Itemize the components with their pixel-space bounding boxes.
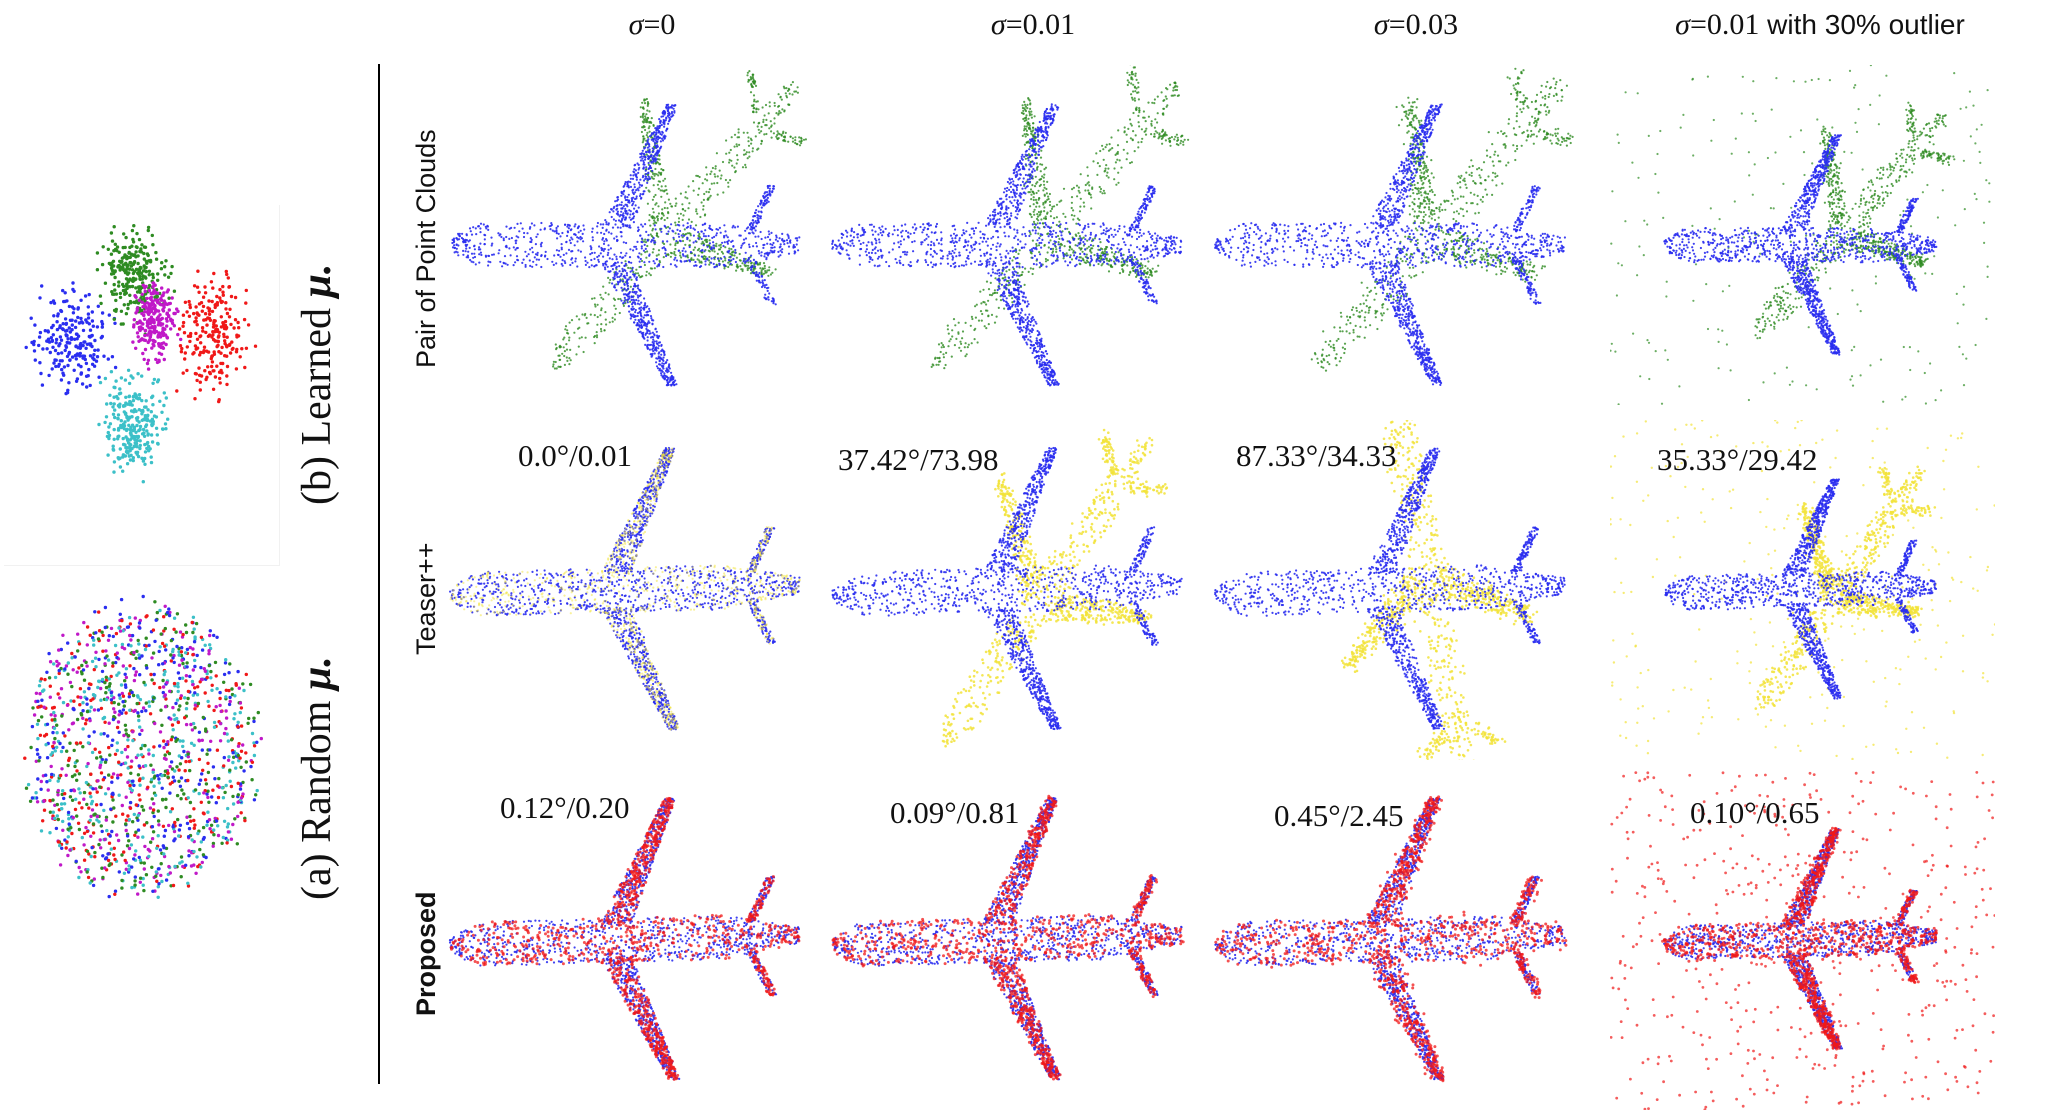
teaser-panel-col1	[440, 420, 825, 760]
random-mu-cluster-panel	[4, 580, 279, 925]
sigma-symbol: σ	[1374, 8, 1389, 41]
sigma-value: =0.01	[1690, 8, 1759, 41]
airplane-point-cloud	[1610, 65, 1991, 405]
random-label-text: (a) Random	[294, 690, 340, 900]
airplane-point-cloud	[1610, 420, 1995, 760]
row-label-proposed: Proposed	[411, 891, 442, 1016]
sigma-value: =0	[643, 8, 675, 41]
sigma-symbol: σ	[991, 8, 1006, 41]
pair-panel-col2	[822, 65, 1207, 405]
proposed-panel-col2	[822, 770, 1207, 1110]
sigma-symbol: σ	[629, 8, 644, 41]
column-header-sigma-0: σ=0	[629, 8, 676, 42]
row-label-pair: Pair of Point Clouds	[411, 129, 442, 368]
mu-symbol: μ.	[294, 264, 340, 298]
proposed-panel-col3	[1205, 770, 1590, 1110]
pair-panel-col3	[1205, 65, 1590, 405]
teaser-panel-col3	[1205, 420, 1590, 760]
proposed-metric-col3: 0.45°/2.45	[1274, 798, 1404, 834]
teaser-metric-col2: 37.42°/73.98	[838, 442, 999, 478]
proposed-metric-col2: 0.09°/0.81	[890, 795, 1020, 831]
sigma-symbol: σ	[1675, 8, 1690, 41]
airplane-point-cloud	[1214, 795, 1568, 1083]
sigma-value: =0.01	[1006, 8, 1075, 41]
teaser-panel-col2	[822, 420, 1207, 760]
airplane-point-cloud	[448, 796, 801, 1081]
pair-panel-col1	[440, 65, 825, 405]
divider-line	[378, 64, 380, 1084]
column-header-sigma-0.01: σ=0.01	[991, 8, 1075, 42]
outlier-note: with 30% outlier	[1759, 9, 1965, 40]
sigma-value: =0.03	[1389, 8, 1458, 41]
proposed-metric-col1: 0.12°/0.20	[500, 790, 630, 826]
airplane-point-cloud	[1214, 67, 1574, 386]
teaser-metric-col1: 0.0°/0.01	[518, 438, 632, 474]
random-mu-scatter	[23, 594, 263, 899]
airplane-point-cloud	[451, 70, 807, 387]
teaser-metric-col3: 87.33°/34.33	[1236, 438, 1397, 474]
column-header-sigma-0.03: σ=0.03	[1374, 8, 1458, 42]
airplane-point-cloud	[1610, 771, 1995, 1110]
proposed-panel-col1	[440, 770, 825, 1110]
learned-mu-cluster-panel	[4, 205, 280, 566]
airplane-point-cloud	[1214, 420, 1566, 760]
row-label-teaser: Teaser++	[411, 542, 442, 655]
random-mu-label: (a) Random μ.	[293, 656, 341, 900]
learned-mu-label: (b) Learned μ.	[293, 264, 341, 505]
pair-panel-col4	[1610, 65, 1995, 405]
proposed-panel-col4	[1610, 770, 1995, 1110]
teaser-panel-col4	[1610, 420, 1995, 760]
learned-label-text: (b) Learned	[294, 297, 340, 505]
teaser-metric-col4: 35.33°/29.42	[1657, 442, 1818, 478]
column-header-sigma-outlier: σ=0.01 with 30% outlier	[1675, 8, 1965, 42]
proposed-metric-col4: 0.10°/0.65	[1690, 795, 1820, 831]
airplane-point-cloud	[449, 446, 801, 731]
airplane-point-cloud	[831, 428, 1183, 748]
learned-mu-scatter	[24, 224, 258, 484]
airplane-point-cloud	[831, 65, 1190, 387]
mu-symbol: μ.	[294, 656, 340, 690]
airplane-point-cloud	[831, 794, 1185, 1081]
